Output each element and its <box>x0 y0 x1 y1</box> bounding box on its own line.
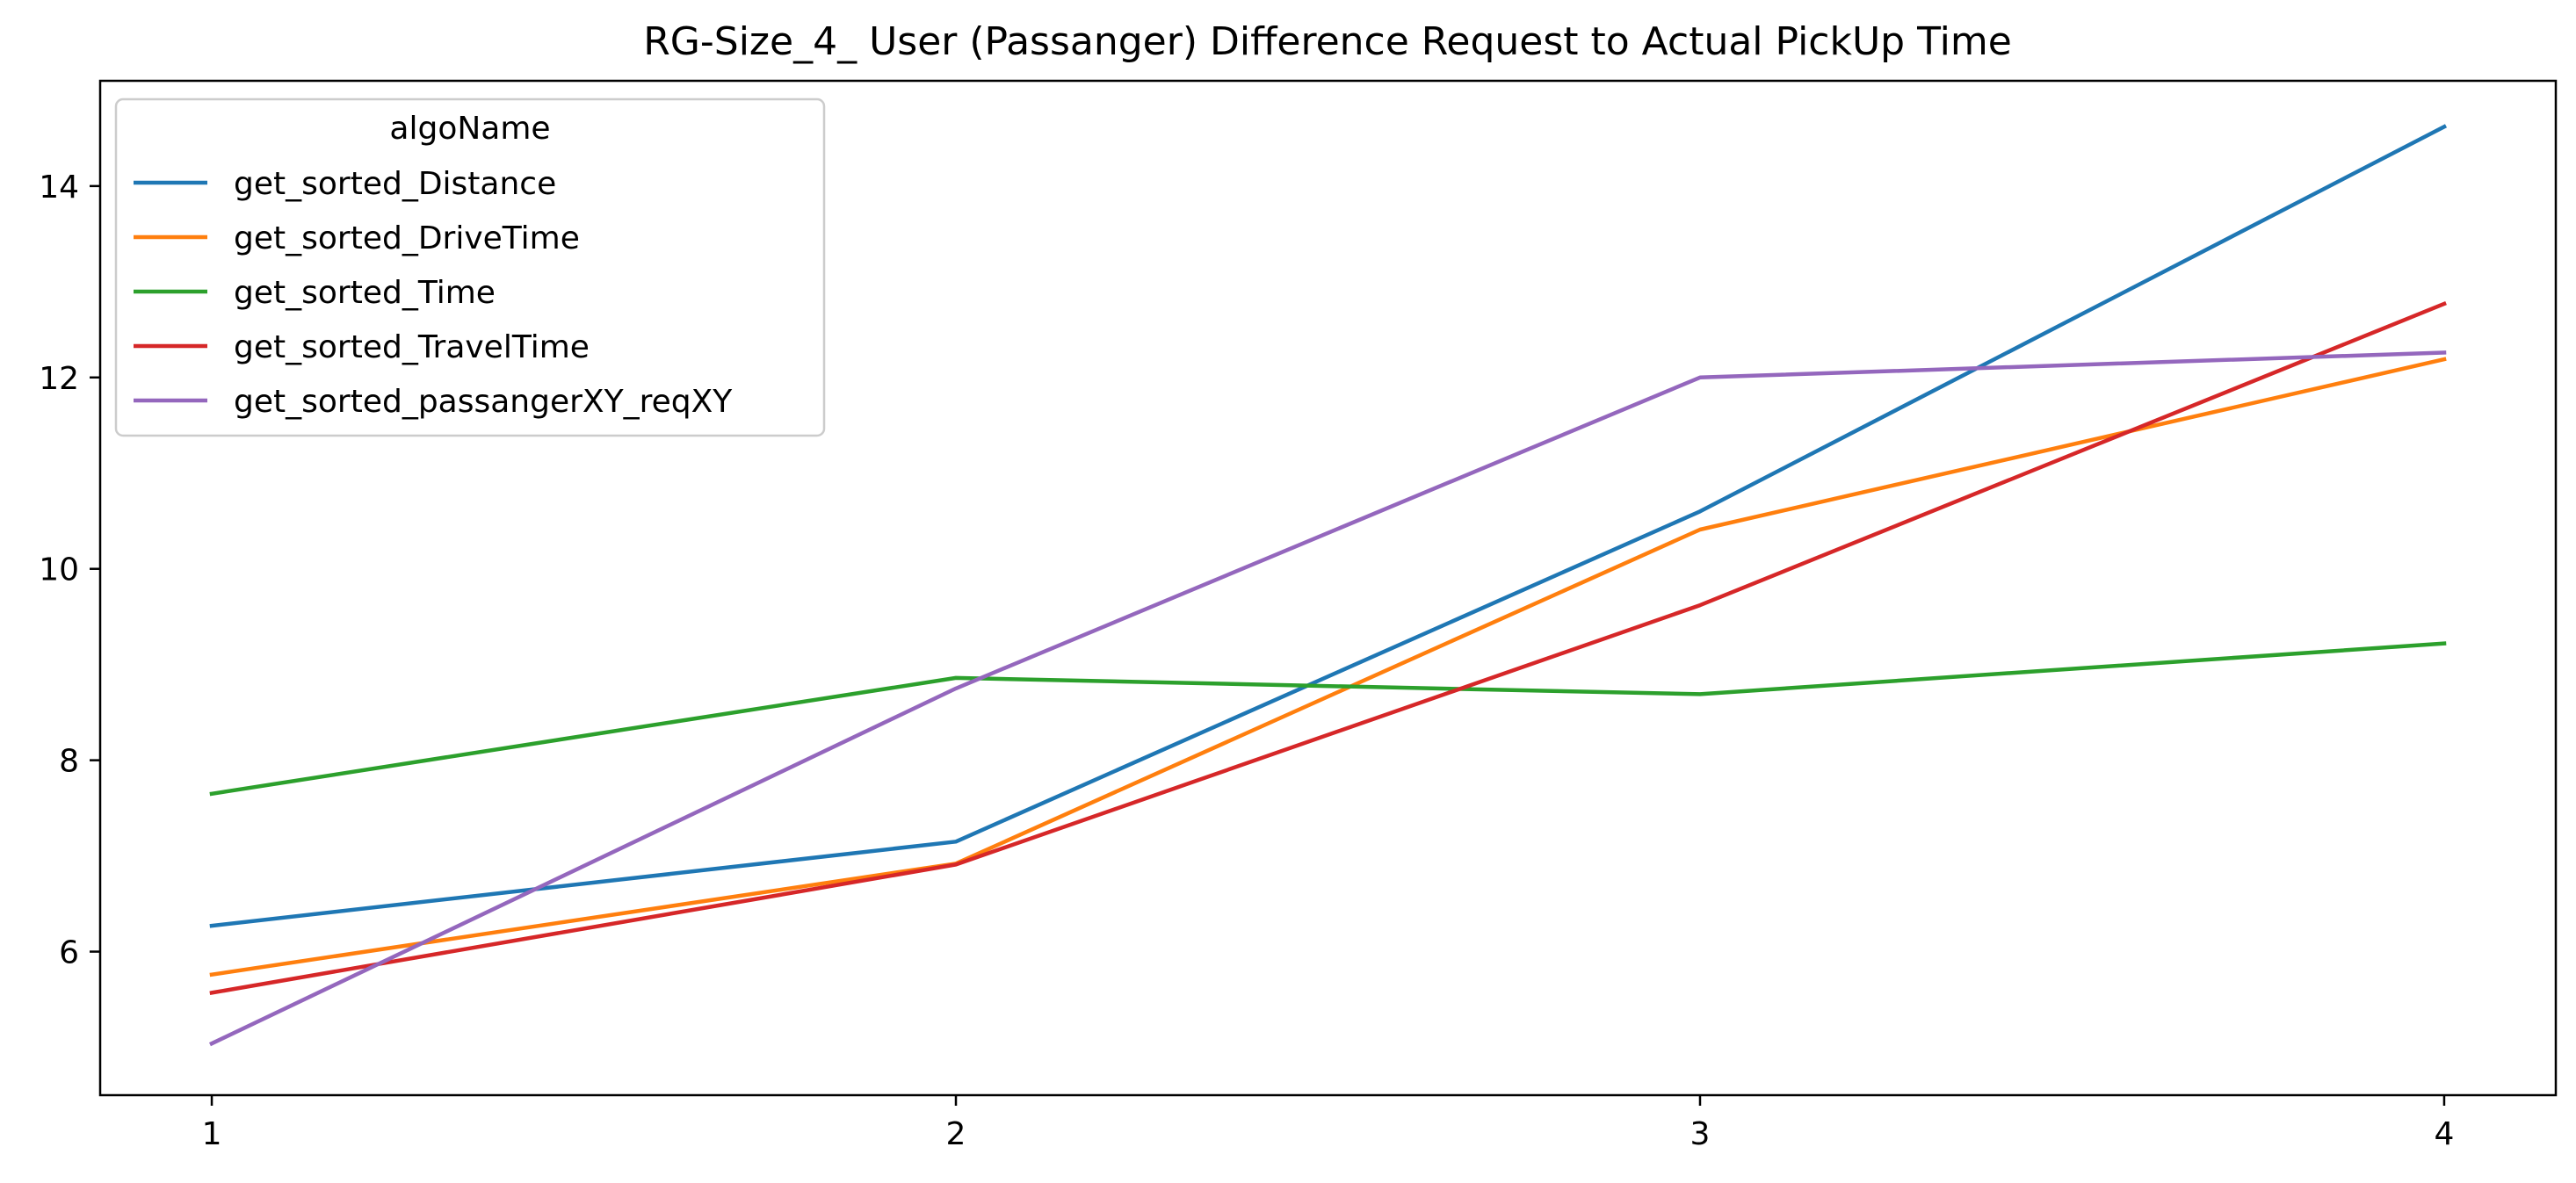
legend-items: get_sorted_Distance get_sorted_DriveTimeg… <box>134 166 733 420</box>
y-tick-label: 12 <box>39 361 79 397</box>
x-tick-label: 1 <box>202 1116 222 1152</box>
x-tick-label: 3 <box>1690 1116 1711 1152</box>
y-tick-label: 6 <box>59 935 79 971</box>
y-axis: 6 8 10 12 14 <box>39 170 100 971</box>
series-line-get-sorted-drivetime <box>209 357 2447 977</box>
x-axis: 1 2 3 4 <box>202 1095 2455 1152</box>
x-tick-label: 4 <box>2435 1116 2455 1152</box>
legend-label: get_sorted_passangerXY_reqXY <box>234 384 733 420</box>
series-line-get-sorted-time <box>209 641 2447 797</box>
y-tick-label: 8 <box>59 744 79 780</box>
legend-label: get_sorted_Time <box>234 275 496 311</box>
legend-label: get_sorted_TravelTime <box>234 329 590 365</box>
legend-title: algoName <box>389 111 550 147</box>
y-tick-label: 10 <box>39 552 79 588</box>
chart-title: RG-Size_4_ User (Passanger) Difference R… <box>643 19 2012 64</box>
legend-box <box>114 97 826 437</box>
x-tick-label: 2 <box>946 1116 966 1152</box>
legend-label: get_sorted_DriveTime <box>234 220 580 256</box>
legend-label: get_sorted_Distance <box>234 166 556 202</box>
series-layer <box>209 124 2448 1047</box>
series-line-get-sorted-passangerxy-reqxy <box>209 350 2447 1047</box>
series-line-get-sorted-distance <box>209 124 2448 928</box>
series-line-get-sorted-traveltime <box>209 300 2447 995</box>
y-tick-label: 14 <box>39 170 79 206</box>
plot-area-frame <box>98 79 2558 1097</box>
legend: algoName get_sorted_Distanceget_sorted_D… <box>114 97 826 437</box>
